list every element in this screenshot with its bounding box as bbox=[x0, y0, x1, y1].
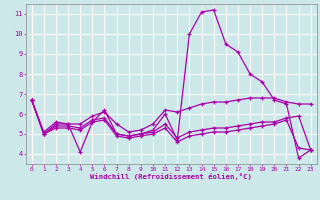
X-axis label: Windchill (Refroidissement éolien,°C): Windchill (Refroidissement éolien,°C) bbox=[90, 173, 252, 180]
